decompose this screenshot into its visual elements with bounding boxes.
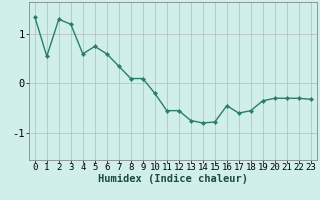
X-axis label: Humidex (Indice chaleur): Humidex (Indice chaleur)	[98, 174, 248, 184]
